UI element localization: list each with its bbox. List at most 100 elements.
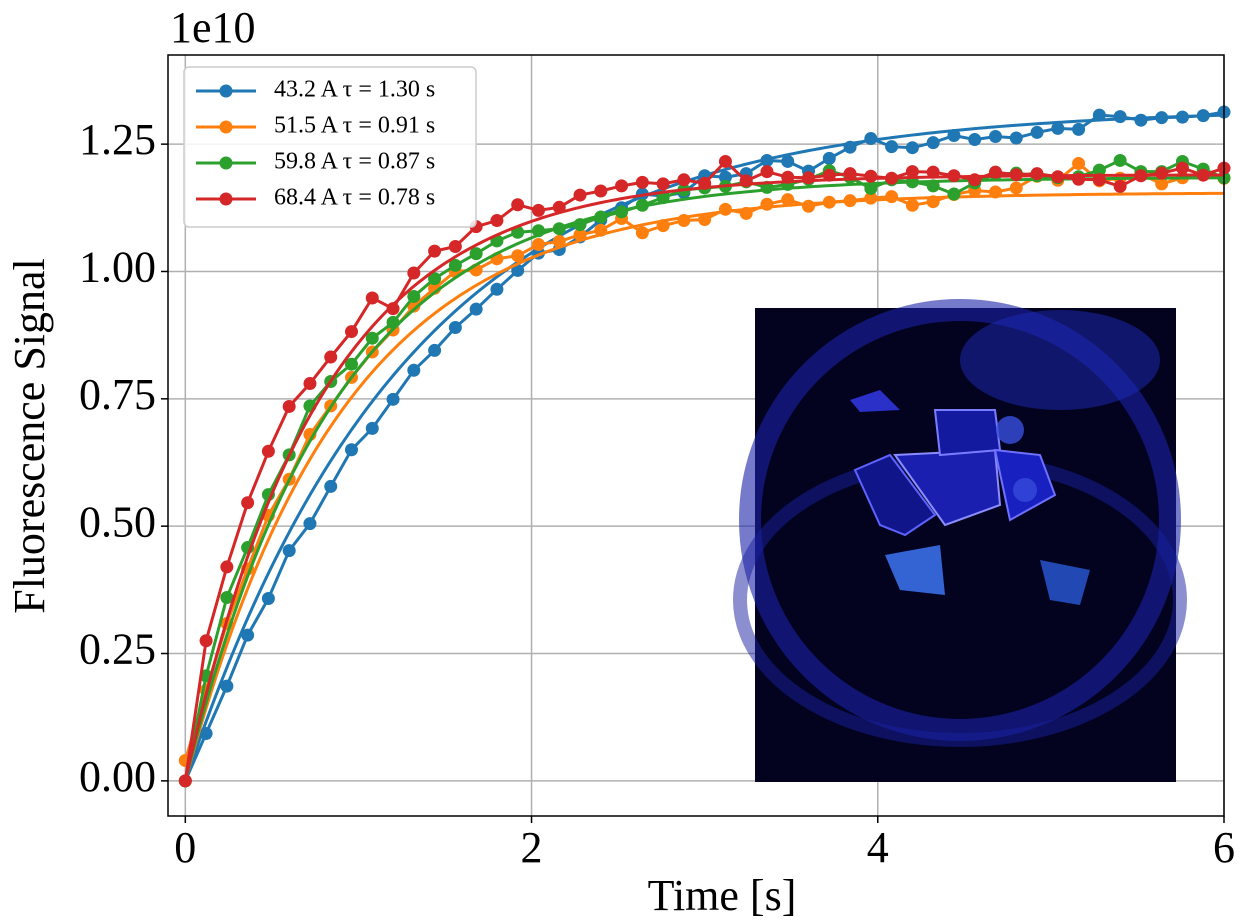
data-point: [885, 140, 899, 154]
axes-frame: [167, 54, 1225, 817]
inset-spot: [1013, 478, 1037, 502]
data-point: [988, 165, 1002, 179]
y-tick-label: 1.00: [79, 243, 156, 292]
data-point: [926, 179, 940, 193]
data-point: [386, 392, 400, 406]
data-point: [822, 168, 836, 182]
data-point: [843, 167, 857, 181]
y-tick-label: 0.75: [79, 370, 156, 419]
inset-facet: [933, 409, 1002, 457]
legend: 43.2 A τ = 1.30 s 51.5 A τ = 0.91 s 59.8 A…: [183, 66, 477, 228]
inset-facet: [853, 453, 937, 537]
data-point: [178, 774, 192, 788]
data-point: [1072, 156, 1086, 170]
data-point: [760, 153, 774, 167]
data-point: [448, 258, 462, 272]
data-point: [635, 175, 649, 189]
data-point: [261, 444, 275, 458]
legend-marker: [219, 84, 233, 98]
data-point: [905, 165, 919, 179]
data-point: [718, 202, 732, 216]
data-point: [573, 188, 587, 202]
data-point: [303, 377, 317, 391]
data-point: [365, 331, 379, 345]
data-point: [1155, 111, 1169, 125]
data-point: [864, 132, 878, 146]
legend-box: [183, 66, 477, 228]
data-point: [656, 177, 670, 191]
data-point: [677, 173, 691, 187]
data-point: [448, 321, 462, 335]
data-point: [428, 244, 442, 258]
data-point: [739, 206, 753, 220]
data-point: [1030, 125, 1044, 139]
data-point: [843, 194, 857, 208]
inset-facet: [850, 390, 900, 412]
offset-label: 1e10: [170, 3, 256, 52]
x-tick-label: 0: [174, 823, 196, 872]
data-point: [843, 140, 857, 154]
data-point: [531, 203, 545, 217]
plot-area: [178, 105, 1231, 788]
inset-spot: [996, 416, 1024, 444]
data-point: [531, 224, 545, 238]
data-point: [220, 560, 234, 574]
data-point: [615, 205, 629, 219]
data-point: [345, 443, 359, 457]
data-point: [926, 195, 940, 209]
y-axis-label: Fluorescence Signal: [5, 258, 54, 614]
data-point: [282, 544, 296, 558]
data-point: [615, 179, 629, 193]
data-point: [220, 590, 234, 604]
data-point: [1009, 181, 1023, 195]
data-point: [947, 169, 961, 183]
data-point: [968, 173, 982, 187]
data-point: [1113, 153, 1127, 167]
data-point: [594, 184, 608, 198]
data-point: [1196, 168, 1210, 182]
data-point: [1009, 168, 1023, 182]
data-point: [490, 282, 504, 296]
data-point: [1155, 166, 1169, 180]
data-point: [1092, 108, 1106, 122]
inset-photo: [733, 299, 1187, 782]
data-point: [656, 191, 670, 205]
data-point: [864, 191, 878, 205]
data-point: [635, 226, 649, 240]
data-point: [261, 591, 275, 605]
legend-label: 68.4 A τ = 0.78 s: [274, 185, 435, 211]
data-point: [1072, 172, 1086, 186]
data-point: [594, 223, 608, 237]
data-point: [448, 240, 462, 254]
data-point: [1155, 177, 1169, 191]
y-tick-label: 0.50: [79, 497, 156, 546]
data-point: [531, 237, 545, 251]
legend-label: 51.5 A τ = 0.91 s: [274, 113, 435, 139]
data-point: [802, 199, 816, 213]
data-point: [511, 198, 525, 212]
data-point: [241, 496, 255, 510]
data-point: [802, 171, 816, 185]
data-point: [760, 165, 774, 179]
data-point: [947, 128, 961, 142]
y-tick-label: 0.00: [79, 752, 156, 801]
data-point: [698, 213, 712, 227]
data-point: [407, 363, 421, 377]
data-point: [968, 133, 982, 147]
data-point: [905, 198, 919, 212]
data-point: [1196, 109, 1210, 123]
legend-label: 59.8 A τ = 0.87 s: [274, 149, 435, 175]
data-point: [864, 181, 878, 195]
data-point: [282, 399, 296, 413]
inset-facet: [1040, 560, 1090, 605]
data-point: [573, 228, 587, 242]
data-point: [345, 325, 359, 339]
data-point: [241, 628, 255, 642]
data-point: [552, 222, 566, 236]
data-point: [594, 210, 608, 224]
data-point: [428, 272, 442, 286]
legend-marker: [219, 120, 233, 134]
x-tick-label: 2: [521, 823, 543, 872]
data-point: [635, 198, 649, 212]
